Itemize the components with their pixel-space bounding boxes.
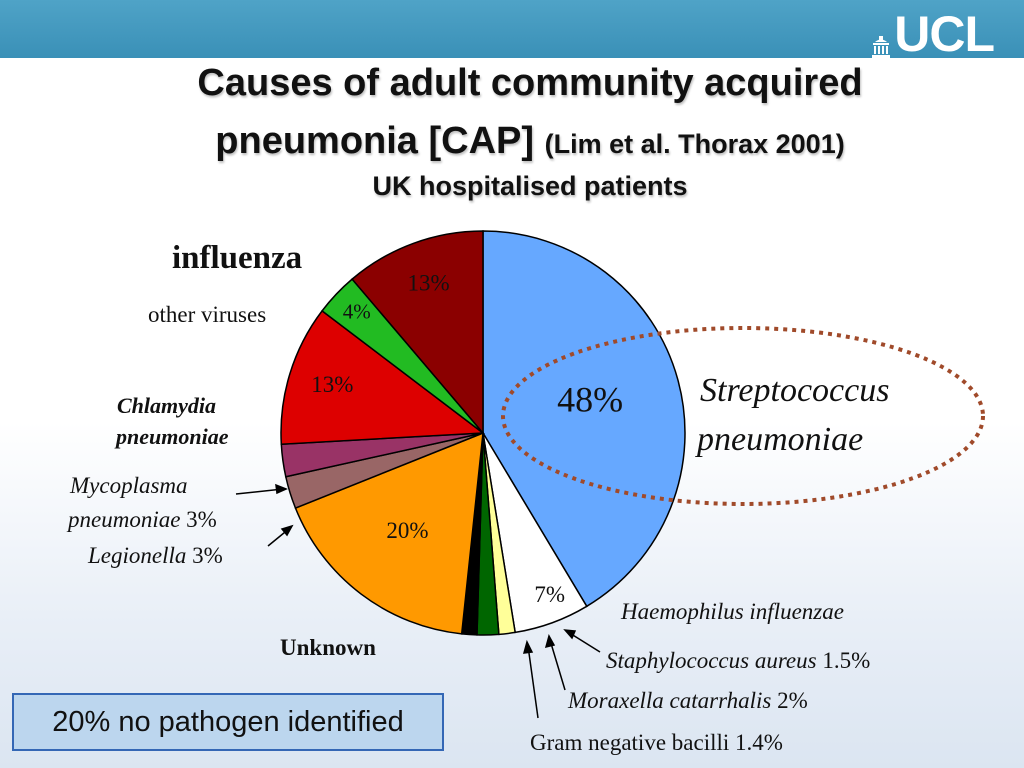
- ucl-logo: UCL: [872, 6, 995, 62]
- moraxella-pct: 2%: [777, 688, 808, 713]
- title-line-1: Causes of adult community acquired: [197, 62, 863, 104]
- slice-value-label: 13%: [311, 372, 353, 397]
- label-unknown: Unknown: [280, 635, 376, 660]
- logo-text: UCL: [894, 6, 995, 62]
- label-haemophilus: Haemophilus influenzae: [621, 599, 844, 624]
- label-influenza: influenza: [172, 240, 303, 276]
- label-chlamydia-line-1: Chlamydia: [117, 393, 217, 418]
- gram-neg-arrowhead: [522, 639, 534, 654]
- legionella-name: Legionella: [88, 543, 187, 568]
- gram-neg-arrow: [527, 645, 539, 719]
- portico-icon: [872, 36, 891, 58]
- pie-slice-streptococcus-pneumoniae: [482, 230, 686, 608]
- label-moraxella: Moraxella catarrhalis 2%: [568, 688, 808, 714]
- mycoplasma-pct: 3%: [186, 507, 217, 532]
- label-gram-negative: Gram negative bacilli 1.4%: [530, 730, 783, 755]
- staph-arrowhead: [563, 629, 577, 640]
- pie-slice-influenza: [351, 230, 484, 436]
- moraxella-arrowhead: [544, 634, 556, 649]
- label-strep-line-1: Streptococcus: [700, 372, 890, 409]
- label-chlamydia-line-2: pneumoniae: [116, 424, 229, 449]
- header-bar: UCL: [0, 0, 1024, 62]
- no-pathogen-box: 20% no pathogen identified: [12, 693, 444, 751]
- legionella-arrowhead: [280, 524, 294, 537]
- mycoplasma-arrowhead: [275, 483, 288, 495]
- label-mycoplasma-line-2: pneumoniae 3%: [68, 507, 217, 533]
- slice-value-label: 48%: [557, 380, 623, 420]
- staph-name: Staphylococcus aureus: [606, 648, 817, 673]
- leader-lines: [235, 483, 601, 719]
- label-legionella: Legionella 3%: [88, 543, 223, 569]
- mycoplasma-arrow: [235, 488, 284, 495]
- pie-slice-unknown: [294, 431, 484, 635]
- slice-value-label: 13%: [408, 270, 450, 295]
- slice-value-label: 20%: [386, 518, 428, 543]
- title-main: pneumonia [CAP]: [215, 120, 535, 162]
- pie-slice-chlamydia-pneumoniae: [280, 309, 486, 446]
- legionella-pct: 3%: [192, 543, 223, 568]
- moraxella-name: Moraxella catarrhalis: [568, 688, 772, 713]
- title-line-2: pneumonia [CAP] (Lim et al. Thorax 2001): [0, 120, 1024, 165]
- mycoplasma-name: pneumoniae: [68, 507, 181, 532]
- title-line-3: UK hospitalised patients: [372, 171, 688, 201]
- moraxella-arrow: [549, 639, 566, 691]
- label-strep-line-2: pneumoniae: [697, 421, 864, 458]
- slice-value-label: 7%: [534, 582, 565, 607]
- label-staph: Staphylococcus aureus 1.5%: [606, 648, 870, 674]
- label-mycoplasma-line-1: Mycoplasma: [70, 473, 188, 498]
- title-reference: (Lim et al. Thorax 2001): [544, 129, 845, 159]
- slice-value-label: 4%: [343, 299, 371, 323]
- label-other-viruses: other viruses: [148, 302, 267, 327]
- staph-pct: 1.5%: [822, 648, 871, 673]
- highlight-ellipse: [501, 326, 985, 506]
